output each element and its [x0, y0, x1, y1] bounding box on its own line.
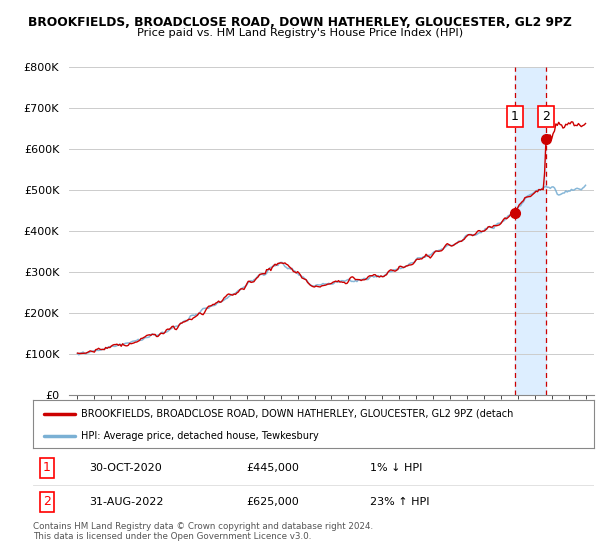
- Text: 1% ↓ HPI: 1% ↓ HPI: [370, 463, 422, 473]
- Text: Contains HM Land Registry data © Crown copyright and database right 2024.
This d: Contains HM Land Registry data © Crown c…: [33, 522, 373, 542]
- Bar: [515, 67, 546, 395]
- Text: Price paid vs. HM Land Registry's House Price Index (HPI): Price paid vs. HM Land Registry's House …: [137, 28, 463, 38]
- Text: BROOKFIELDS, BROADCLOSE ROAD, DOWN HATHERLEY, GLOUCESTER, GL2 9PZ (detach: BROOKFIELDS, BROADCLOSE ROAD, DOWN HATHE…: [80, 409, 513, 419]
- Text: £445,000: £445,000: [246, 463, 299, 473]
- Text: BROOKFIELDS, BROADCLOSE ROAD, DOWN HATHERLEY, GLOUCESTER, GL2 9PZ: BROOKFIELDS, BROADCLOSE ROAD, DOWN HATHE…: [28, 16, 572, 29]
- Text: 1: 1: [43, 461, 51, 474]
- Text: 23% ↑ HPI: 23% ↑ HPI: [370, 497, 429, 507]
- Text: 1: 1: [511, 110, 519, 123]
- Text: 2: 2: [43, 496, 51, 508]
- Text: HPI: Average price, detached house, Tewkesbury: HPI: Average price, detached house, Tewk…: [80, 431, 319, 441]
- Text: 31-AUG-2022: 31-AUG-2022: [89, 497, 164, 507]
- Text: 2: 2: [542, 110, 550, 123]
- Text: £625,000: £625,000: [246, 497, 299, 507]
- Text: 30-OCT-2020: 30-OCT-2020: [89, 463, 162, 473]
